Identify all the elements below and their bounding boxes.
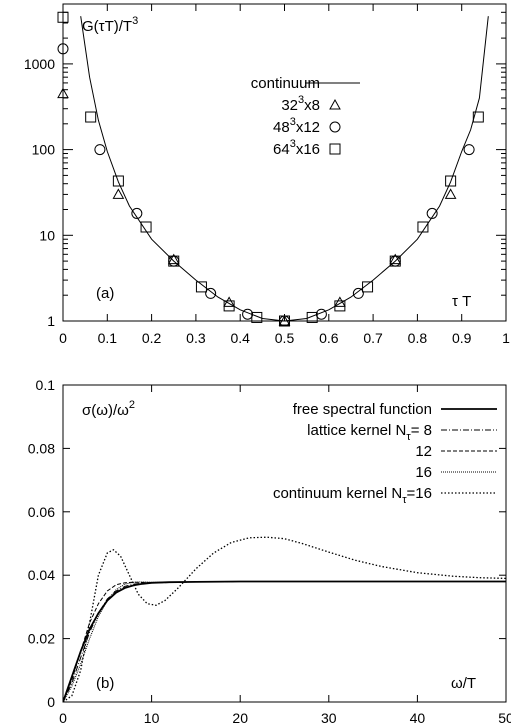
data-point-circle (206, 288, 216, 298)
x-tick-label-a: 0.1 (98, 330, 118, 346)
legend-b: free spectral function lattice kernel Nτ=… (273, 401, 497, 506)
x-tick-label-b: 20 (232, 710, 248, 726)
series-line-dash-dot (63, 582, 506, 703)
legend-marker-circle (330, 122, 340, 132)
plot-frame-b (63, 385, 506, 702)
x-tick-label-a: 1 (502, 330, 510, 346)
y-tick-label-b: 0.08 (28, 440, 55, 456)
legend-label-a: 483x12 (273, 116, 320, 136)
legend-label-a: 643x16 (273, 138, 320, 158)
data-point-circle (464, 145, 474, 155)
x-tick-label-b: 10 (144, 710, 160, 726)
x-tick-label-a: 0.2 (142, 330, 162, 346)
y-axis-label-a: G(τT)/T3 (82, 15, 138, 35)
x-tick-label-a: 0.3 (186, 330, 206, 346)
legend-label-b: 16 (415, 464, 432, 481)
data-point-triangle (113, 189, 123, 198)
y-tick-label-a: 100 (32, 142, 56, 158)
data-point-triangle (446, 189, 456, 198)
x-tick-label-a: 0.4 (230, 330, 250, 346)
y-tick-label-a: 1000 (24, 56, 55, 72)
x-tick-label-a: 0.7 (363, 330, 383, 346)
series-points-triangle (58, 89, 456, 325)
legend-label-a: 323x8 (281, 94, 320, 114)
panel-a: 0 0.1 0.2 0.3 0.4 0.5 0.6 0.7 0.8 0.9 11101001000 … (24, 4, 510, 346)
ticks-b: 0 10 20 30 40 50 0 0.02 0.04 0.06 0.08 0.1 (28, 377, 511, 726)
y-tick-label-b: 0.1 (36, 377, 56, 393)
x-axis-label-b: ω/T (451, 675, 476, 692)
data-point-circle (95, 145, 105, 155)
y-axis-label-b: σ(ω)/ω2 (82, 399, 135, 419)
legend-marker-triangle (330, 100, 340, 109)
legend-label-b: lattice kernel Nτ= 8 (307, 422, 432, 443)
panel-label-a: (a) (96, 285, 114, 302)
y-tick-label-b: 0.02 (28, 631, 55, 647)
y-tick-label-b: 0 (47, 694, 55, 710)
x-tick-label-a: 0 (59, 330, 67, 346)
legend-label-b: continuum kernel Nτ=16 (273, 485, 432, 506)
x-tick-label-a: 0.6 (319, 330, 339, 346)
y-tick-label-b: 0.06 (28, 504, 55, 520)
x-tick-label-a: 0.5 (275, 330, 295, 346)
y-tick-label-a: 1 (47, 313, 55, 329)
series-line-continuum (81, 16, 489, 321)
series-points-square (58, 12, 483, 326)
panel-label-b: (b) (96, 675, 114, 692)
legend-label-b: 12 (415, 443, 432, 460)
data-point-square (86, 112, 96, 122)
x-tick-label-a: 0.8 (408, 330, 428, 346)
legend-label-b: free spectral function (293, 401, 432, 418)
x-tick-label-b: 40 (410, 710, 426, 726)
x-tick-label-b: 50 (498, 710, 511, 726)
x-tick-label-b: 0 (59, 710, 67, 726)
x-axis-label-a: τ T (452, 293, 471, 310)
series-line-dashed (63, 582, 506, 703)
y-tick-label-b: 0.04 (28, 567, 55, 583)
series-b (63, 537, 506, 702)
series-line-dotted (63, 537, 506, 702)
legend-marker-square (330, 144, 340, 154)
x-tick-label-a: 0.9 (452, 330, 472, 346)
x-tick-label-b: 30 (321, 710, 337, 726)
plot-frame-a (63, 4, 506, 321)
data-point-circle (353, 288, 363, 298)
series-a (58, 12, 488, 326)
y-tick-label-a: 10 (39, 227, 55, 243)
series-line-solid-thick (63, 582, 506, 703)
series-line-fine-dotted (63, 582, 506, 703)
